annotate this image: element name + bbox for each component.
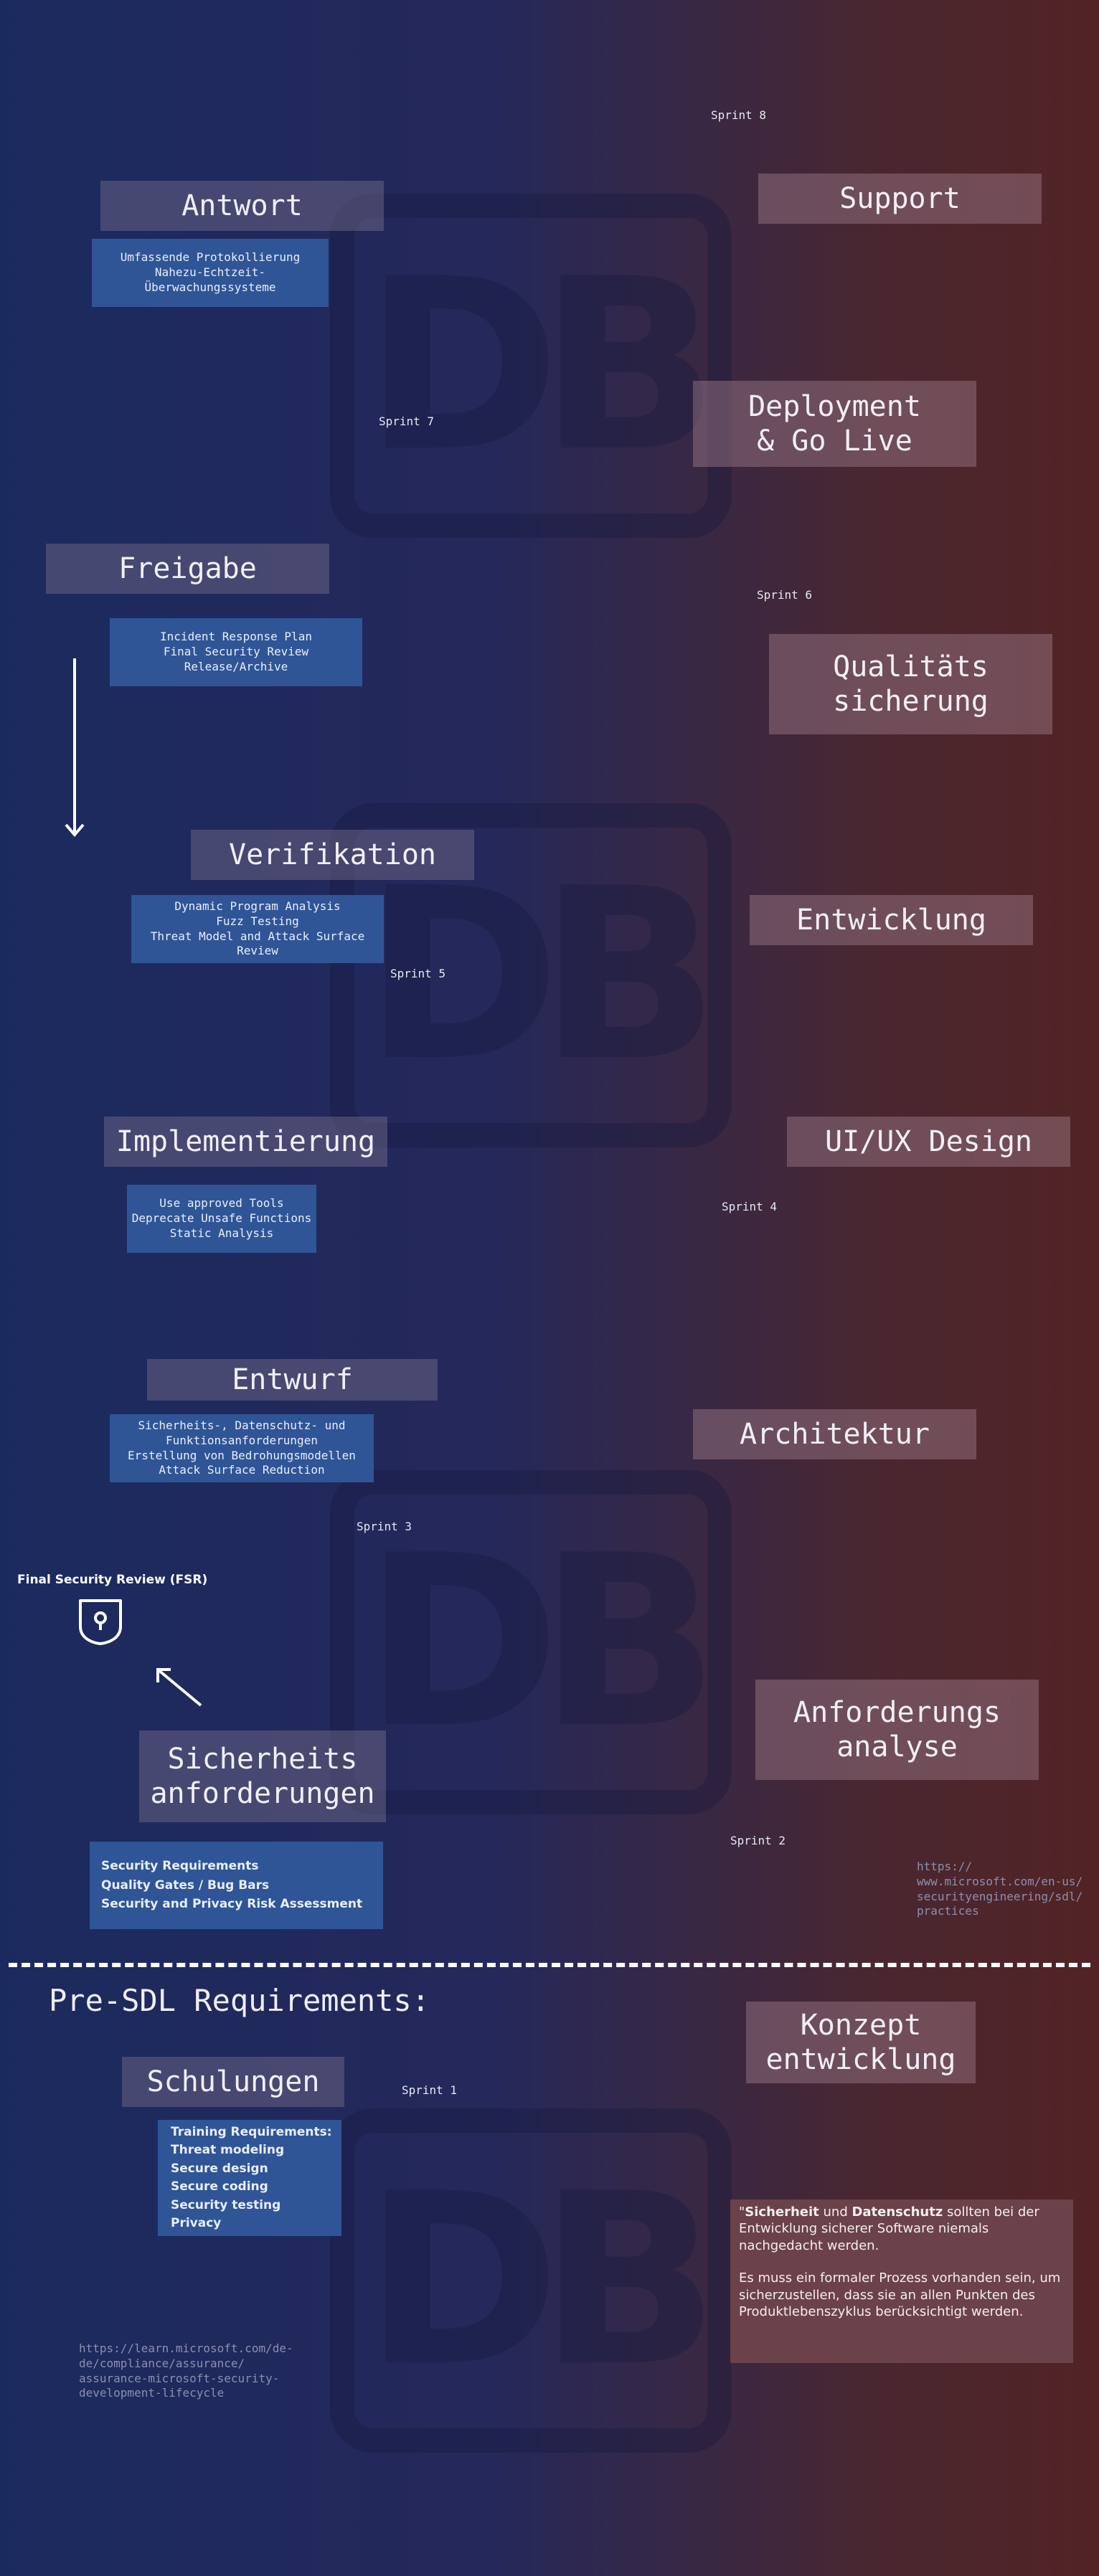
fsr-label: Final Security Review (FSR) xyxy=(17,1573,208,1587)
sprint-7-label: Sprint 7 xyxy=(379,415,435,428)
phase-antwort: Antwort xyxy=(100,181,384,231)
phase-freigabe: Freigabe xyxy=(46,544,329,594)
phase-implementierung: Implementierung xyxy=(104,1117,387,1167)
phase-deployment: Deployment & Go Live xyxy=(693,381,976,467)
pre-sdl-divider xyxy=(9,1963,1090,1967)
sdl-practices-url[interactable]: https:// www.microsoft.com/en-us/ securi… xyxy=(917,1860,1083,1918)
sprint-3-label: Sprint 3 xyxy=(357,1520,412,1533)
db-watermark-middle: DB xyxy=(330,803,732,1147)
sprint-5-label: Sprint 5 xyxy=(390,967,446,980)
quote-bold-datenschutz: Datenschutz xyxy=(852,2205,943,2220)
db-watermark-top: DB xyxy=(330,194,732,538)
detail-schulungen: Training Requirements: Threat modeling S… xyxy=(158,2120,341,2236)
detail-sicherheitsanforderungen: Security Requirements Quality Gates / Bu… xyxy=(90,1842,383,1929)
arrow-up-left-icon xyxy=(156,1668,202,1707)
db-watermark-bottom: DB xyxy=(330,2108,732,2453)
sprint-6-label: Sprint 6 xyxy=(757,588,813,602)
phase-architektur: Architektur xyxy=(693,1409,976,1459)
phase-entwurf: Entwurf xyxy=(147,1359,438,1401)
phase-schulungen: Schulungen xyxy=(122,2057,344,2107)
db-watermark-lower: DB xyxy=(330,1470,732,1814)
arrow-down-icon xyxy=(65,658,85,838)
learn-microsoft-url[interactable]: https://learn.microsoft.com/de- de/compl… xyxy=(79,2341,293,2400)
detail-verifikation: Dynamic Program Analysis Fuzz Testing Th… xyxy=(131,895,384,963)
sprint-2-label: Sprint 2 xyxy=(730,1834,786,1847)
detail-implementierung: Use approved Tools Deprecate Unsafe Func… xyxy=(127,1185,316,1253)
phase-uiux-design: UI/UX Design xyxy=(787,1117,1070,1167)
phase-support: Support xyxy=(758,174,1042,224)
sprint-4-label: Sprint 4 xyxy=(722,1200,778,1213)
phase-anforderungsanalyse: Anforderungs analyse xyxy=(755,1680,1039,1780)
sprint-1-label: Sprint 1 xyxy=(402,2083,458,2097)
quote-paragraph-2: Es muss ein formaler Prozess vorhanden s… xyxy=(739,2270,1061,2319)
quote-paragraph-1: "Sicherheit und Datenschutz sollten bei … xyxy=(739,2205,1039,2253)
phase-konzeptentwicklung: Konzept entwicklung xyxy=(746,2002,976,2083)
detail-antwort: Umfassende Protokollierung Nahezu-Echtze… xyxy=(92,239,329,307)
pre-sdl-title: Pre-SDL Requirements: xyxy=(49,1983,430,2018)
quote-box: "Sicherheit und Datenschutz sollten bei … xyxy=(730,2199,1073,2363)
detail-entwurf: Sicherheits-, Datenschutz- und Funktions… xyxy=(110,1414,374,1482)
phase-qualitaetssicherung: Qualitäts sicherung xyxy=(769,634,1052,734)
sprint-8-label: Sprint 8 xyxy=(711,108,767,122)
phase-entwicklung: Entwicklung xyxy=(750,895,1033,945)
phase-verifikation: Verifikation xyxy=(191,830,474,880)
quote-bold-sicherheit: Sicherheit xyxy=(745,2205,819,2220)
shield-lock-icon xyxy=(79,1599,122,1645)
phase-sicherheitsanforderungen: Sicherheits anforderungen xyxy=(139,1730,386,1822)
detail-freigabe: Incident Response Plan Final Security Re… xyxy=(110,618,362,686)
